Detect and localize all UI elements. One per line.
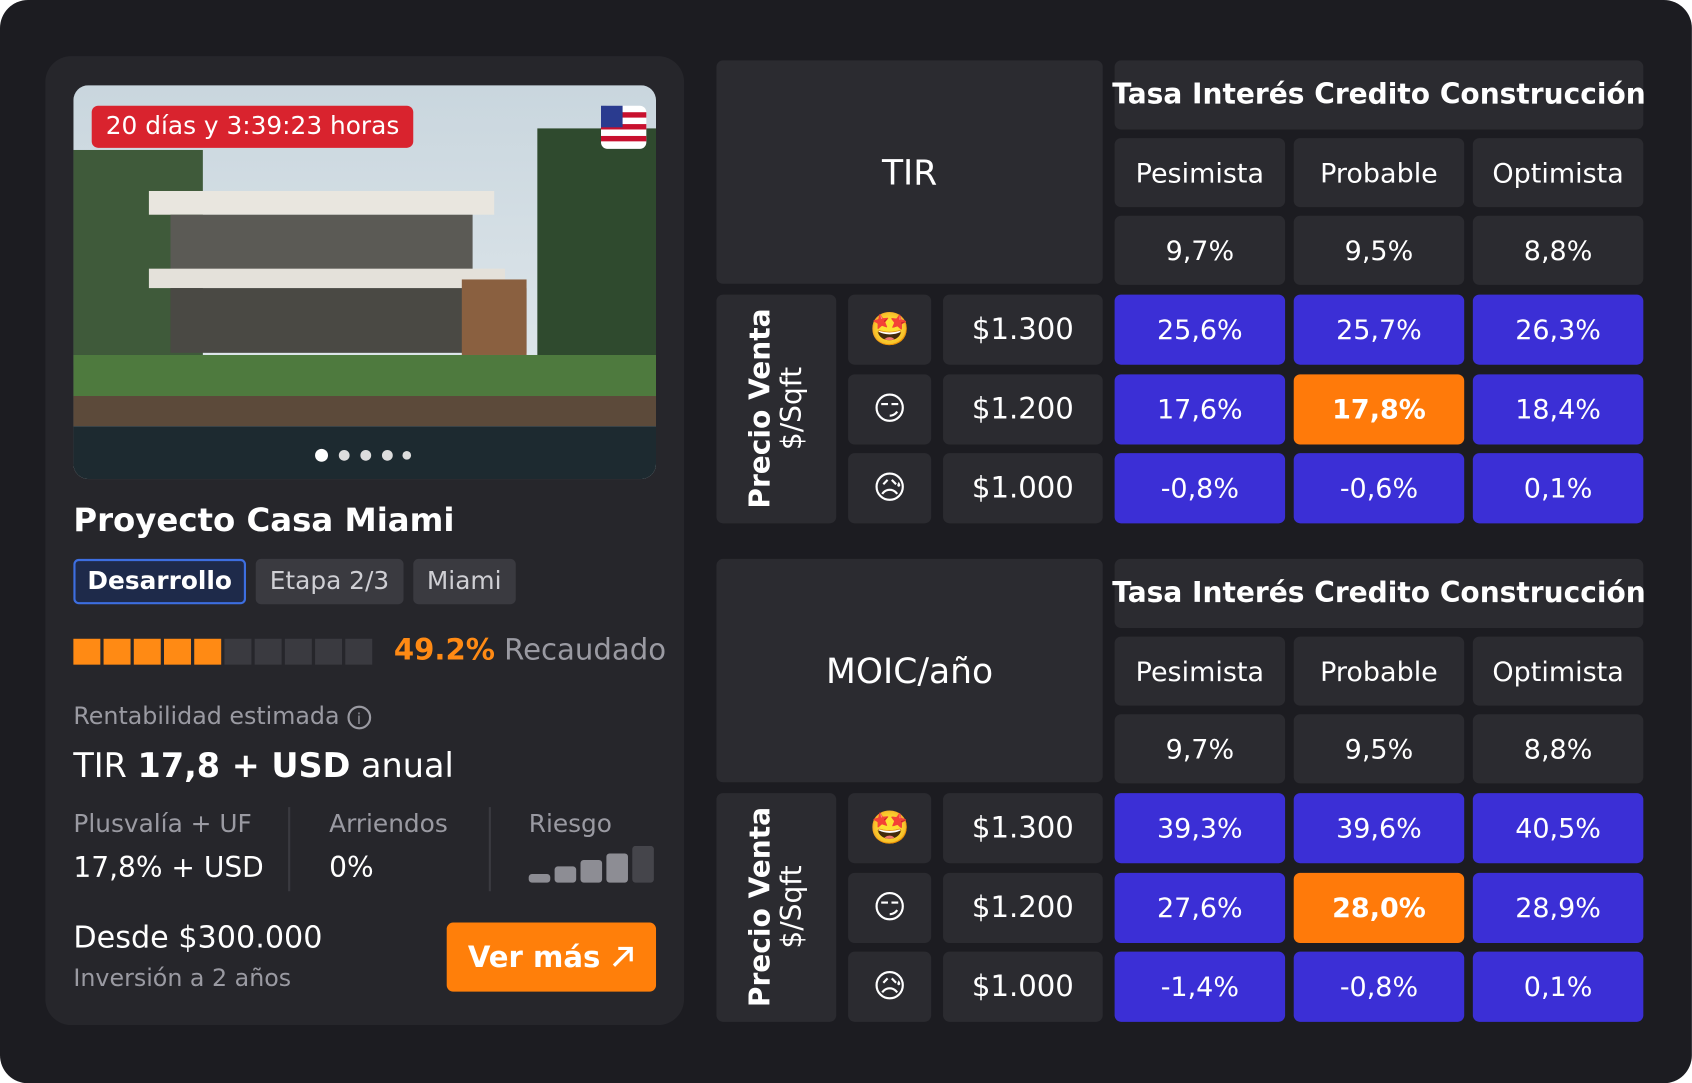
corner-cell: TIR bbox=[716, 60, 1103, 284]
value-cell: 0,1% bbox=[1472, 951, 1644, 1022]
progress-label: Recaudado bbox=[504, 633, 667, 667]
progress-percent: 49.2% bbox=[393, 633, 495, 667]
column-header: Optimista bbox=[1472, 138, 1644, 208]
stat-value: 0% bbox=[329, 852, 374, 885]
emoji-cell: 😥 bbox=[848, 453, 932, 524]
value-cell: 40,5% bbox=[1472, 793, 1644, 864]
value-cell: 17,6% bbox=[1114, 373, 1286, 445]
column-header: Probable bbox=[1293, 636, 1465, 706]
tag: Etapa 2/3 bbox=[255, 558, 404, 605]
emoji-cell: 😏 bbox=[848, 872, 932, 943]
value-cell: 0,1% bbox=[1472, 453, 1644, 524]
project-title: Proyecto Casa Miami bbox=[73, 501, 455, 540]
rate-cell: 9,7% bbox=[1114, 215, 1286, 285]
emoji-cell: 🤩 bbox=[848, 294, 932, 365]
row-label-text: Precio Venta $/Sqft bbox=[744, 807, 808, 1008]
see-more-button[interactable]: Ver más bbox=[446, 922, 657, 992]
stat-label: Arriendos bbox=[329, 810, 448, 839]
price: Desde $300.000 bbox=[73, 919, 323, 955]
timer-badge: 20 días y 3:39:23 horas bbox=[91, 105, 414, 148]
progress-segment bbox=[345, 638, 373, 665]
tags: Desarrollo Etapa 2/3 Miami bbox=[73, 558, 516, 605]
emoji-cell: 😏 bbox=[848, 373, 932, 445]
tag: Miami bbox=[412, 558, 516, 605]
row-title: Precio Venta bbox=[744, 807, 777, 1008]
column-header: Probable bbox=[1293, 138, 1465, 208]
price-cell: $1.000 bbox=[943, 453, 1103, 524]
rent-label: Rentabilidad estimada i bbox=[73, 703, 371, 731]
emoji-cell: 😥 bbox=[848, 951, 932, 1022]
progress-segment bbox=[284, 638, 312, 665]
value-cell: 28,0% bbox=[1293, 872, 1465, 943]
row-label-text: Precio Venta $/Sqft bbox=[744, 308, 808, 510]
price-cell: $1.000 bbox=[943, 951, 1103, 1022]
project-image bbox=[73, 85, 657, 480]
value-cell: 25,6% bbox=[1114, 294, 1286, 365]
rent-prefix: TIR bbox=[73, 746, 127, 786]
column-header: Pesimista bbox=[1114, 138, 1286, 208]
progress-text: 49.2% Recaudado bbox=[394, 633, 666, 666]
value-cell: 17,8% bbox=[1293, 373, 1465, 445]
rate-cell: 9,5% bbox=[1293, 714, 1465, 784]
progress-segment bbox=[224, 638, 252, 665]
value-cell: -1,4% bbox=[1114, 951, 1286, 1022]
progress-segment bbox=[315, 638, 343, 665]
value-cell: 39,3% bbox=[1114, 793, 1286, 864]
rent-label-text: Rentabilidad estimada bbox=[73, 703, 340, 731]
table-header: Tasa Interés Credito Construcción bbox=[1112, 60, 1646, 130]
column-header: Pesimista bbox=[1114, 636, 1286, 706]
tag: Desarrollo bbox=[73, 558, 246, 605]
button-label: Ver más bbox=[467, 940, 601, 974]
progress-segment bbox=[254, 638, 282, 665]
term: Inversión a 2 años bbox=[73, 965, 292, 993]
rate-cell: 9,5% bbox=[1293, 215, 1465, 285]
info-icon[interactable]: i bbox=[347, 705, 371, 730]
progress-segment bbox=[103, 638, 131, 665]
rent-suffix: anual bbox=[361, 746, 454, 786]
progress-segment bbox=[73, 638, 101, 665]
row-unit: $/Sqft bbox=[775, 367, 808, 451]
rent-value: TIR 17,8 + USD anual bbox=[73, 747, 453, 786]
value-cell: 26,3% bbox=[1472, 294, 1644, 365]
risk-icon bbox=[528, 845, 654, 883]
stat-value: 17,8% + USD bbox=[73, 852, 264, 885]
emoji-cell: 🤩 bbox=[848, 793, 932, 864]
value-cell: 39,6% bbox=[1293, 793, 1465, 864]
row-label: Precio Venta $/Sqft bbox=[716, 793, 837, 1022]
value-cell: 18,4% bbox=[1472, 373, 1644, 445]
divider bbox=[488, 807, 491, 892]
table-header: Tasa Interés Credito Construcción bbox=[1112, 558, 1646, 628]
price-cell: $1.200 bbox=[943, 373, 1103, 445]
column-header: Optimista bbox=[1472, 636, 1644, 706]
rate-cell: 9,7% bbox=[1114, 714, 1286, 784]
progress-segment bbox=[164, 638, 191, 665]
arrow-icon bbox=[613, 946, 634, 967]
row-title: Precio Venta bbox=[744, 308, 777, 510]
value-cell: 25,7% bbox=[1293, 294, 1465, 365]
row-unit: $/Sqft bbox=[775, 865, 808, 950]
price-cell: $1.300 bbox=[943, 793, 1103, 864]
rent-bold: 17,8 + USD bbox=[137, 746, 351, 786]
value-cell: 28,9% bbox=[1472, 872, 1644, 943]
rate-cell: 8,8% bbox=[1472, 215, 1644, 285]
rate-cell: 8,8% bbox=[1472, 714, 1644, 784]
project-card: 20 días y 3:39:23 horas Proyecto Casa Mi… bbox=[45, 56, 685, 1026]
divider bbox=[288, 807, 291, 892]
price-cell: $1.300 bbox=[943, 294, 1103, 365]
value-cell: -0,8% bbox=[1293, 951, 1465, 1022]
progress-segment bbox=[194, 638, 222, 665]
progress-bar bbox=[73, 638, 373, 665]
price-cell: $1.200 bbox=[943, 872, 1103, 943]
row-label: Precio Venta $/Sqft bbox=[716, 294, 837, 524]
value-cell: 27,6% bbox=[1114, 872, 1286, 943]
value-cell: -0,8% bbox=[1114, 453, 1286, 524]
value-cell: -0,6% bbox=[1293, 453, 1465, 524]
corner-cell: MOIC/año bbox=[716, 558, 1103, 783]
stat-label: Riesgo bbox=[528, 810, 612, 839]
progress-segment bbox=[133, 638, 161, 665]
stat-label: Plusvalía + UF bbox=[73, 810, 252, 839]
